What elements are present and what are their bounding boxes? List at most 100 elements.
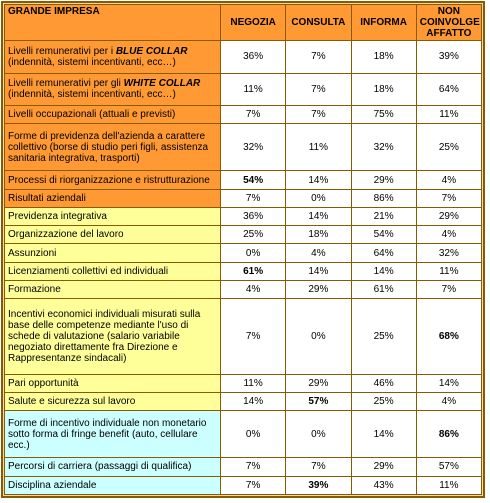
value-cell: 0% [219, 410, 287, 459]
row-label: Forme di incentivo individuale non monet… [4, 410, 221, 459]
value-cell: 46% [350, 373, 417, 394]
value-cell: 4% [415, 225, 483, 245]
label-emphasis: WHITE COLLAR [123, 78, 201, 90]
value-cell: 7% [285, 40, 352, 74]
value-cell: 36% [219, 206, 287, 227]
label-text: Formazione [8, 284, 61, 296]
column-header: GRANDE IMPRESA [4, 4, 221, 41]
value-cell: 39% [415, 40, 483, 74]
value-cell: 64% [350, 243, 417, 263]
label-emphasis: BLUE COLLAR [115, 45, 188, 57]
value-cell: 18% [350, 72, 417, 107]
row-label: Incentivi economici individuali misurati… [4, 298, 221, 375]
label-text: Previdenza integrativa [8, 211, 107, 223]
value-cell: 7% [219, 298, 287, 375]
value-cell: 14% [350, 410, 417, 459]
value-cell: 36% [219, 40, 287, 74]
value-cell: 25% [350, 392, 417, 412]
value-cell: 29% [285, 373, 352, 394]
value-cell: 61% [219, 261, 287, 281]
table-row: Livelli occupazionali (attuali e previst… [4, 105, 483, 125]
table-row: Livelli remunerativi per i BLUE COLLAR (… [4, 40, 483, 74]
value-cell: 25% [415, 123, 483, 172]
value-cell: 14% [285, 206, 352, 227]
column-header: NEGOZIA [219, 4, 287, 41]
value-cell: 25% [219, 225, 287, 245]
value-cell: 0% [285, 410, 352, 459]
value-cell: 86% [415, 410, 483, 459]
value-cell: 86% [350, 188, 417, 208]
label-text: Forme di incentivo individuale non monet… [8, 417, 207, 451]
value-cell: 7% [415, 188, 483, 208]
table-body: Livelli remunerativi per i BLUE COLLAR (… [4, 40, 483, 496]
row-label: Salute e sicurezza sul lavoro [4, 392, 221, 412]
value-cell: 14% [285, 170, 352, 190]
value-cell: 25% [350, 298, 417, 375]
label-text: Licenziamenti collettivi ed individuali [8, 265, 169, 277]
table: GRANDE IMPRESA NEGOZIA CONSULTA INFORMA NON … [4, 4, 483, 496]
value-cell: 7% [415, 279, 483, 300]
value-cell: 14% [415, 373, 483, 394]
value-cell: 0% [219, 243, 287, 263]
row-label: Livelli occupazionali (attuali e previst… [4, 105, 221, 125]
column-header: NON COINVOLGE AFFATTO [415, 4, 483, 41]
value-cell: 29% [285, 279, 352, 300]
table-row: Forme di incentivo individuale non monet… [4, 410, 483, 459]
label-text: (indennità, sistemi incentivanti, ecc…) [8, 89, 176, 101]
label-text: Livelli remunerativi per gli [8, 78, 124, 90]
value-cell: 29% [350, 457, 417, 477]
row-label: Assunzioni [4, 243, 221, 263]
row-label: Organizzazione del lavoro [4, 225, 221, 245]
value-cell: 4% [415, 392, 483, 412]
table-row: Percorsi di carriera (passaggi di qualif… [4, 457, 483, 477]
value-cell: 29% [350, 170, 417, 190]
table-row: Previdenza integrativa 36% 14% 21% 29% [4, 206, 483, 227]
value-cell: 57% [285, 392, 352, 412]
value-cell: 32% [415, 243, 483, 263]
row-label: Percorsi di carriera (passaggi di qualif… [4, 457, 221, 477]
value-cell: 11% [415, 261, 483, 281]
table-row: Livelli remunerativi per gli WHITE COLLA… [4, 72, 483, 107]
label-text: Assunzioni [8, 247, 57, 259]
value-cell: 4% [219, 279, 287, 300]
value-cell: 11% [219, 72, 287, 107]
header-row: GRANDE IMPRESA NEGOZIA CONSULTA INFORMA NON … [4, 4, 483, 41]
label-text: Incentivi economici individuali misurati… [8, 309, 201, 364]
row-label: Forme di previdenza dell'azienda a carat… [4, 123, 221, 172]
value-cell: 11% [415, 105, 483, 125]
label-text: Disciplina aziendale [8, 479, 97, 491]
table-row: Pari opportunità 11% 29% 46% 14% [4, 373, 483, 394]
label-text: Salute e sicurezza sul lavoro [8, 396, 136, 408]
label-text: Forme di previdenza dell'azienda a carat… [8, 130, 209, 164]
row-label: Disciplina aziendale [4, 475, 221, 496]
label-text: Organizzazione del lavoro [8, 229, 124, 241]
value-cell: 4% [285, 243, 352, 263]
row-label: Formazione [4, 279, 221, 300]
value-cell: 29% [415, 206, 483, 227]
label-text: Processi di riorganizzazione e ristruttu… [8, 174, 210, 186]
table-row: Organizzazione del lavoro 25% 18% 54% 4% [4, 225, 483, 245]
value-cell: 54% [350, 225, 417, 245]
row-label: Risultati aziendali [4, 188, 221, 208]
table-row: Incentivi economici individuali misurati… [4, 298, 483, 375]
value-cell: 14% [285, 261, 352, 281]
value-cell: 68% [415, 298, 483, 375]
value-cell: 11% [415, 475, 483, 496]
row-label: Processi di riorganizzazione e ristruttu… [4, 170, 221, 190]
value-cell: 7% [285, 105, 352, 125]
table-row: Licenziamenti collettivi ed individuali 6… [4, 261, 483, 281]
column-header: CONSULTA [285, 4, 352, 41]
value-cell: 18% [350, 40, 417, 74]
label-text: Livelli remunerativi per i [8, 45, 116, 57]
value-cell: 54% [219, 170, 287, 190]
value-cell: 57% [415, 457, 483, 477]
row-label: Livelli remunerativi per gli WHITE COLLA… [4, 72, 221, 107]
table-row: Assunzioni 0% 4% 64% 32% [4, 243, 483, 263]
column-header: INFORMA [350, 4, 417, 41]
row-label: Previdenza integrativa [4, 206, 221, 227]
value-cell: 7% [285, 457, 352, 477]
value-cell: 14% [350, 261, 417, 281]
value-cell: 61% [350, 279, 417, 300]
value-cell: 11% [285, 123, 352, 172]
